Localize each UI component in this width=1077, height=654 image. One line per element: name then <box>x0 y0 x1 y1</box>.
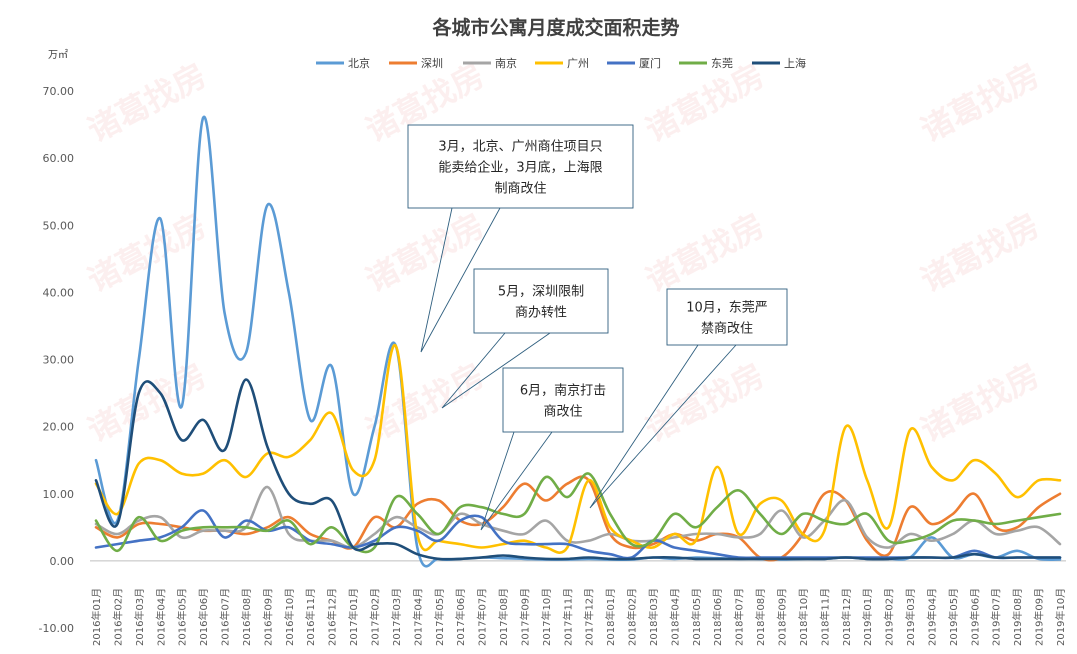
annotation-text: 能卖给企业，3月底，上海限 <box>438 160 602 176</box>
x-tick-label: 2016年04月 <box>154 588 167 646</box>
x-tick-label: 2019年04月 <box>925 588 938 646</box>
x-tick-label: 2018年09月 <box>776 588 789 646</box>
x-tick-label: 2018年03月 <box>647 588 660 646</box>
x-tick-label: 2017年06月 <box>454 588 467 646</box>
x-tick-label: 2016年11月 <box>304 588 317 646</box>
x-tick-label: 2016年02月 <box>111 588 124 646</box>
annotation-text: 禁商改住 <box>701 322 753 337</box>
x-tick-label: 2019年09月 <box>1033 588 1046 646</box>
x-tick-label: 2018年07月 <box>733 588 746 646</box>
x-tick-label: 2016年05月 <box>176 588 189 646</box>
x-tick-label: 2016年07月 <box>219 588 232 646</box>
x-tick-label: 2017年11月 <box>561 588 574 646</box>
x-tick-label: 2018年10月 <box>797 588 810 646</box>
x-tick-label: 2016年12月 <box>326 588 339 646</box>
x-axis: 2016年01月 2016年02月 2016年03月 2016年04月 2016年05月… <box>90 560 1067 646</box>
x-tick-label: 2018年12月 <box>840 588 853 646</box>
y-tick-label: -10.00 <box>39 622 74 635</box>
series-line-3 <box>94 485 1062 549</box>
annotation-text: 5月，深圳限制 <box>498 285 584 300</box>
x-tick-label: 2017年09月 <box>518 588 531 646</box>
x-tick-label: 2018年05月 <box>690 588 703 646</box>
x-tick-label: 2019年08月 <box>1011 588 1024 646</box>
annotation-text: 6月，南京打击 <box>520 383 606 399</box>
x-tick-label: 2018年01月 <box>604 588 617 646</box>
y-tick-label: 70.00 <box>43 85 75 98</box>
series-line-4 <box>94 344 1062 554</box>
y-tick-label: 60.00 <box>43 152 75 165</box>
x-tick-label: 2016年03月 <box>133 588 146 646</box>
x-tick-label: 2019年03月 <box>904 588 917 646</box>
x-tick-label: 2019年02月 <box>883 588 896 646</box>
y-tick-label: 40.00 <box>43 286 75 299</box>
x-tick-label: 2016年09月 <box>261 588 274 646</box>
x-tick-label: 2017年12月 <box>583 588 596 646</box>
annotation-text: 商改住 <box>543 405 582 420</box>
legend-label: 北京 <box>348 56 370 70</box>
legend-label: 深圳 <box>421 57 443 70</box>
x-tick-label: 2016年01月 <box>90 588 103 646</box>
x-tick-label: 2016年08月 <box>240 588 253 646</box>
y-tick-label: 0.00 <box>50 555 75 568</box>
y-axis: 70.00 60.00 50.00 40.00 30.00 20.00 10.00 0.00 -… <box>39 85 74 635</box>
annotation-text: 制商改住 <box>494 182 546 197</box>
x-tick-label: 2017年10月 <box>540 588 553 646</box>
x-tick-label: 2019年06月 <box>968 588 981 646</box>
y-tick-label: 10.00 <box>43 488 75 501</box>
y-tick-label: 20.00 <box>43 421 75 434</box>
x-tick-label: 2017年07月 <box>476 588 489 646</box>
legend: 北京 深圳 南京 广州 厦门 东莞 上海 <box>316 56 806 70</box>
x-tick-label: 2016年06月 <box>197 588 210 646</box>
y-axis-unit: 万㎡ <box>48 49 68 61</box>
legend-label: 厦门 <box>639 56 661 70</box>
series-layer <box>94 115 1062 568</box>
x-tick-label: 2017年04月 <box>411 588 424 646</box>
x-tick-label: 2017年01月 <box>347 588 360 646</box>
series-line-2 <box>94 475 1062 562</box>
x-tick-label: 2018年11月 <box>818 588 831 646</box>
series-line-6 <box>94 472 1062 554</box>
annotation-text: 商办转性 <box>515 306 567 321</box>
x-tick-label: 2016年10月 <box>283 588 296 646</box>
x-tick-label: 2019年07月 <box>990 588 1003 646</box>
y-tick-label: 30.00 <box>43 354 75 367</box>
x-tick-label: 2019年05月 <box>947 588 960 646</box>
chart-title: 各城市公寓月度成交面积走势 <box>431 16 679 39</box>
x-tick-label: 2018年08月 <box>754 588 767 646</box>
x-tick-label: 2017年03月 <box>390 588 403 646</box>
legend-label: 南京 <box>495 56 517 70</box>
y-tick-label: 50.00 <box>43 219 75 232</box>
legend-label: 上海 <box>784 56 806 70</box>
legend-label: 东莞 <box>711 57 733 70</box>
x-tick-label: 2019年10月 <box>1054 588 1067 646</box>
x-tick-label: 2017年05月 <box>433 588 446 646</box>
x-tick-label: 2017年08月 <box>497 588 510 646</box>
x-tick-label: 2018年04月 <box>668 588 681 646</box>
x-tick-label: 2017年02月 <box>368 588 381 646</box>
annotation-text: 10月，东莞严 <box>686 301 768 316</box>
x-tick-label: 2018年06月 <box>711 588 724 646</box>
annotation-text: 3月，北京、广州商住项目只 <box>438 140 602 155</box>
x-tick-label: 2019年01月 <box>861 588 874 646</box>
x-tick-label: 2018年02月 <box>626 588 639 646</box>
series-line-7 <box>94 378 1062 561</box>
annotations: 3月，北京、广州商住项目只能卖给企业，3月底，上海限制商改住5月，深圳限制商办转… <box>407 124 788 531</box>
legend-label: 广州 <box>567 57 589 70</box>
